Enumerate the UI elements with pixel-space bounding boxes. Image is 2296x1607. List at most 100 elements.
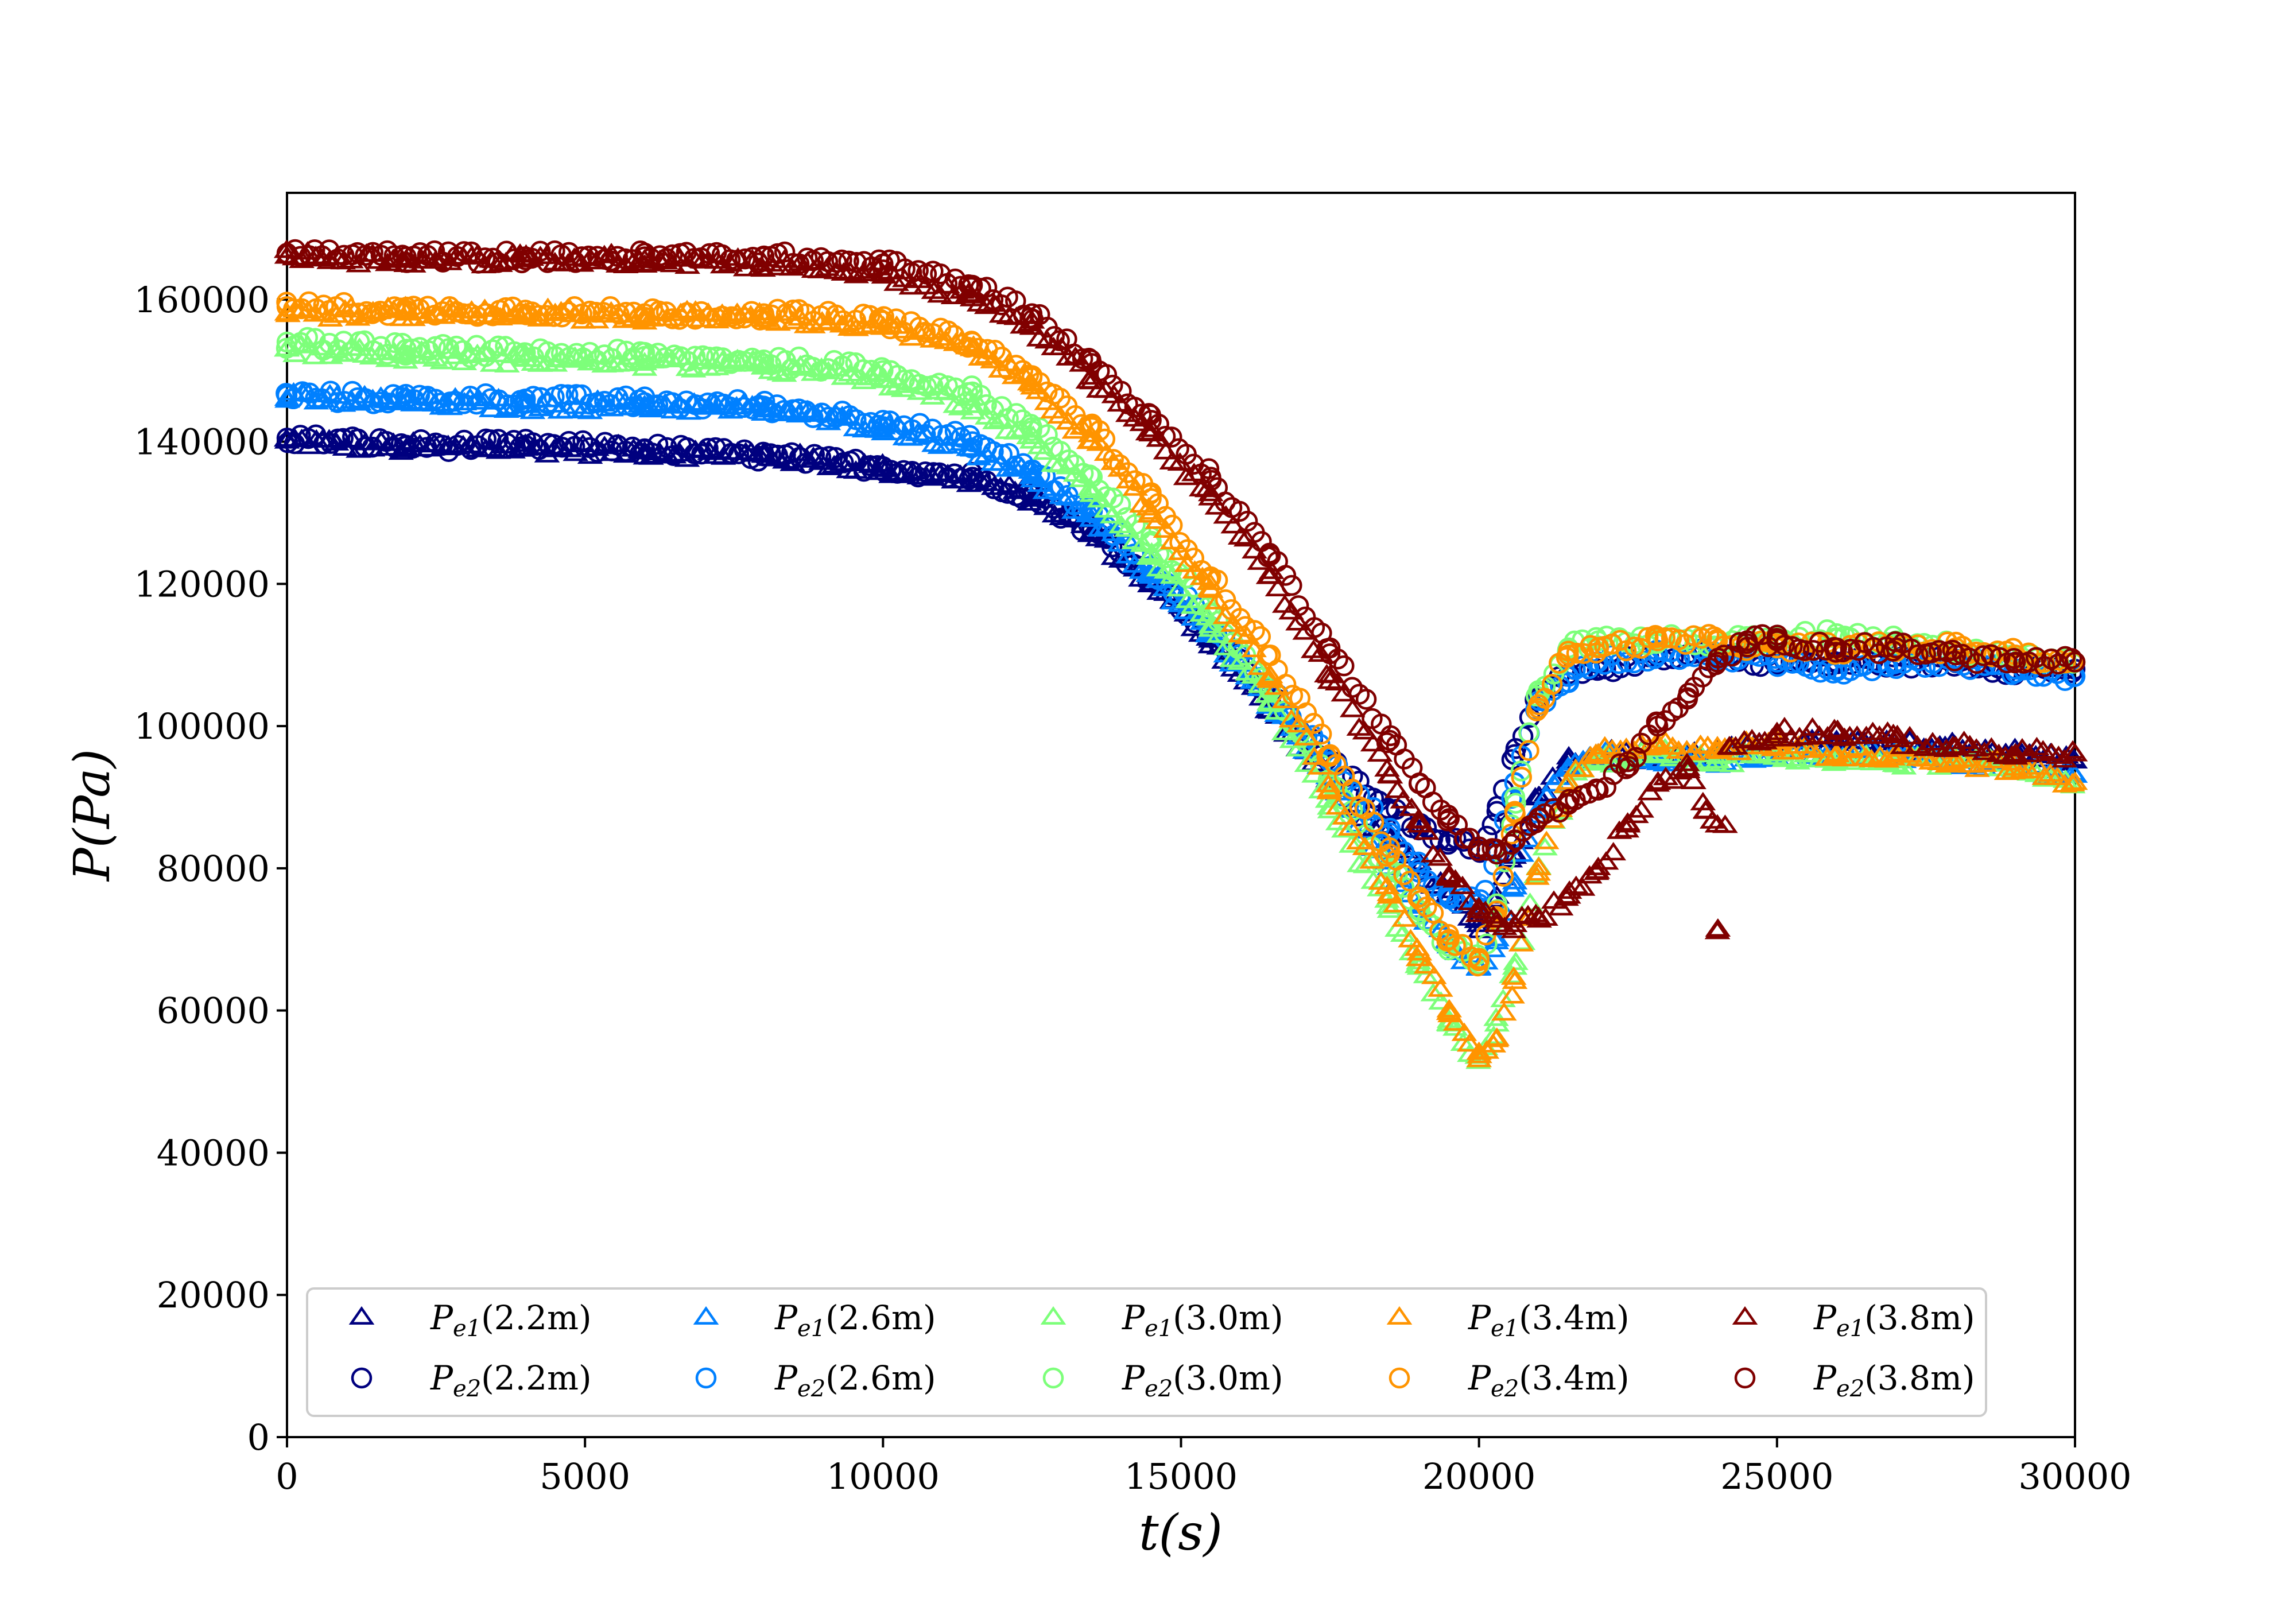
data-point-circle [572,347,594,368]
data-point-circle [859,455,881,476]
legend-item-5: Pe1(3.0m) [1040,1298,1283,1342]
data-point-triangle [1971,742,1998,760]
data-point-triangle [1692,799,1719,818]
x-axis-label: t(s) [1139,1504,1223,1562]
data-point-circle [1236,510,1258,532]
data-point-triangle [1145,510,1170,529]
data-point-circle [1363,797,1384,818]
data-point-triangle [1390,790,1416,809]
data-point-circle [753,445,774,467]
data-point-circle [1588,637,1609,659]
data-point-triangle [1660,770,1686,789]
data-point-circle [1363,812,1384,833]
data-point-triangle [494,354,520,372]
data-point-triangle [1704,750,1731,769]
data-point-circle [1677,687,1698,708]
data-point-triangle [375,253,401,271]
data-point-circle [313,294,334,316]
data-point-triangle [1704,814,1731,833]
data-point-triangle [1337,817,1364,836]
data-point-triangle [1204,591,1231,610]
data-point-triangle [1659,736,1686,755]
data-point-triangle [1675,759,1701,778]
data-point-triangle [1197,483,1224,502]
data-point-triangle [1799,739,1825,758]
data-point-triangle [1814,747,1840,766]
data-point-triangle [1933,738,1960,758]
data-point-triangle [1503,952,1529,971]
data-point-triangle [1421,965,1447,984]
data-point-triangle [1040,1306,1066,1325]
data-point-triangle [485,440,511,459]
data-point-triangle [1352,855,1379,874]
data-point-circle [1021,459,1043,481]
data-point-circle [1468,836,1490,857]
data-point-triangle [1032,480,1058,499]
data-point-circle [1630,638,1652,659]
data-point-circle [1161,426,1182,448]
y-tick-label: 100000 [134,705,270,747]
data-point-triangle [393,350,418,369]
data-point-circle [515,246,536,267]
data-point-triangle [348,1306,375,1325]
data-point-circle [2064,651,2086,673]
data-point-triangle [1764,721,1790,740]
legend-item-7: Pe1(3.4m) [1386,1298,1630,1342]
data-point-circle [1198,458,1220,479]
data-point-circle [901,460,923,482]
data-point-triangle [1704,736,1731,755]
data-point-circle [395,339,417,360]
data-point-circle [432,251,453,273]
series-2 [276,424,2086,863]
data-point-circle [937,375,958,397]
data-point-triangle [1427,847,1453,866]
data-point-triangle [301,346,328,364]
data-point-triangle [1376,885,1403,904]
data-point-circle [332,428,354,449]
data-point-circle [629,443,651,465]
data-point-triangle [1087,518,1113,537]
data-point-triangle [393,344,419,363]
data-point-triangle [1301,746,1328,765]
data-point-circle [1081,467,1102,488]
legend-item-4: Pe2(2.6m) [695,1358,936,1402]
data-point-circle [342,381,363,402]
data-point-triangle [1699,810,1725,829]
data-point-triangle [1331,683,1357,702]
legend: Pe1(2.2m) Pe2(2.2m) Pe1(2.6m) Pe2(2.6m) Pe1(… [306,1287,1987,1417]
data-point-circle [1618,751,1639,773]
data-point-circle [1079,464,1100,486]
data-point-triangle [1793,726,1820,745]
data-point-circle [1541,674,1563,695]
data-point-triangle [1508,933,1534,952]
y-tick-label: 120000 [134,563,270,605]
data-point-circle [684,247,705,269]
data-point-circle [983,441,1004,463]
data-point-circle [1445,935,1466,956]
data-point-triangle [1398,929,1424,948]
data-point-circle [1826,637,1847,659]
legend-label: Pe2(3.4m) [1468,1358,1630,1402]
data-point-triangle [1845,737,1871,756]
legend-item-6: Pe2(3.0m) [1042,1358,1283,1402]
legend-box [306,1287,1987,1417]
data-point-triangle [1752,731,1778,750]
data-point-circle [578,245,599,267]
data-point-triangle [750,258,776,277]
x-tick-label: 15000 [1124,1455,1238,1497]
data-point-circle [1863,636,1884,658]
data-point-circle [460,241,482,263]
data-point-circle [1438,808,1460,829]
data-point-circle [2034,655,2055,677]
data-point-circle [1528,694,1549,716]
data-point-circle [647,433,669,455]
data-point-triangle [751,402,777,421]
data-point-circle [1319,744,1341,765]
data-point-circle [961,381,983,403]
data-point-triangle [1483,1007,1509,1026]
data-point-circle [1500,833,1522,855]
data-point-triangle [1317,799,1343,818]
data-point-circle [1094,428,1116,450]
data-point-triangle [1198,615,1224,634]
data-point-triangle [1138,501,1164,520]
